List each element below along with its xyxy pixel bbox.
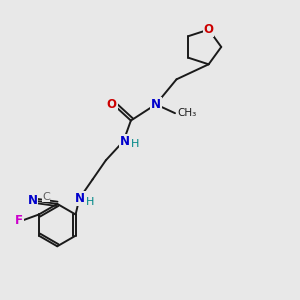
- Text: O: O: [204, 23, 214, 36]
- Text: C: C: [42, 192, 50, 202]
- Text: N: N: [28, 194, 38, 207]
- Text: N: N: [75, 192, 85, 205]
- Text: F: F: [15, 214, 23, 227]
- Text: N: N: [120, 135, 130, 148]
- Text: N: N: [151, 98, 161, 111]
- Text: O: O: [107, 98, 117, 111]
- Text: CH₃: CH₃: [177, 108, 196, 118]
- Text: H: H: [85, 197, 94, 207]
- Text: H: H: [130, 139, 139, 148]
